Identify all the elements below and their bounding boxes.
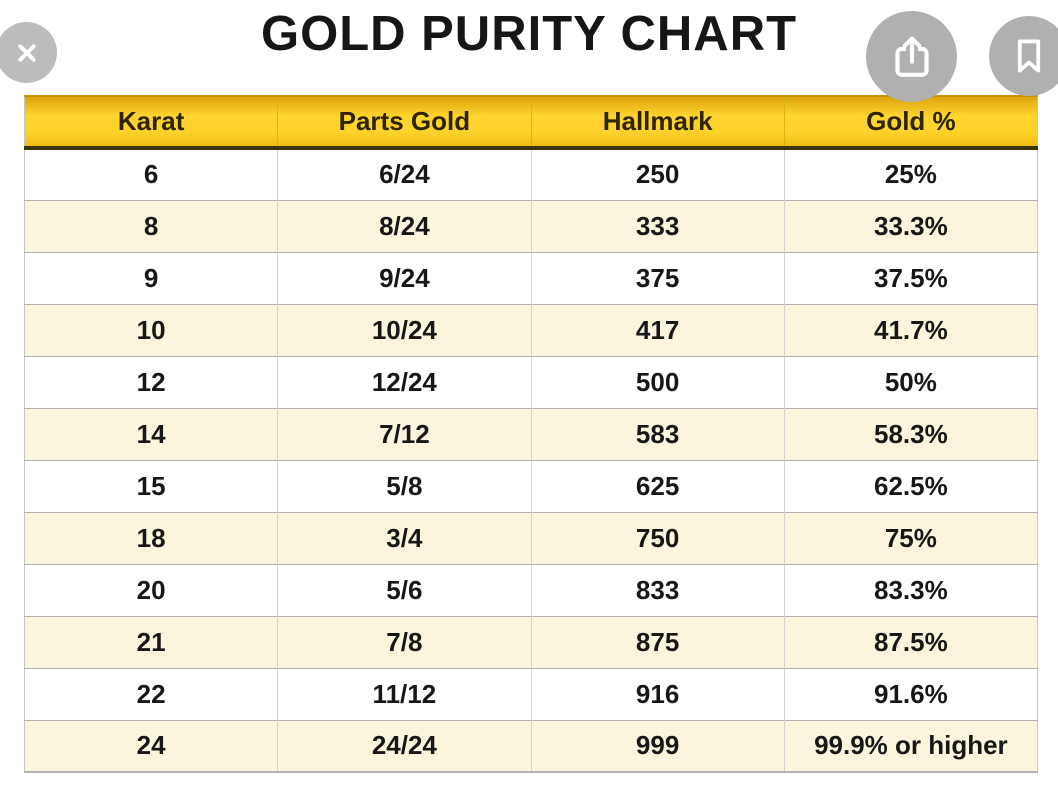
table-cell: 9/24 — [277, 251, 531, 304]
table-row: 6 6/24 250 25% — [24, 148, 1038, 200]
table-cell: 83.3% — [783, 563, 1038, 616]
table-cell: 50% — [783, 355, 1038, 408]
table-cell: 18 — [24, 511, 278, 564]
table-row: 9 9/24 375 37.5% — [24, 251, 1038, 304]
table-cell: 75% — [783, 511, 1038, 564]
table-row: 24 24/24 999 99.9% or higher — [24, 719, 1038, 772]
column-header: Hallmark — [530, 95, 785, 150]
table-cell: 333 — [530, 199, 785, 252]
table-cell: 750 — [530, 511, 785, 564]
column-header: Karat — [24, 95, 278, 150]
table-cell: 417 — [530, 303, 785, 356]
gold-purity-table: Karat Parts Gold Hallmark Gold % 6 6/24 250 25… — [24, 95, 1038, 773]
column-header: Parts Gold — [277, 95, 531, 150]
table-cell: 10 — [24, 303, 278, 356]
table-cell: 24 — [24, 719, 278, 772]
table-cell: 10/24 — [277, 303, 531, 356]
share-button[interactable] — [866, 11, 957, 102]
table-cell: 625 — [530, 459, 785, 512]
table-cell: 250 — [530, 148, 785, 200]
table-row: 15 5/8 625 62.5% — [24, 459, 1038, 512]
close-button[interactable] — [0, 22, 57, 83]
table-cell: 583 — [530, 407, 785, 460]
table-cell: 6 — [24, 148, 278, 200]
table-cell: 8 — [24, 199, 278, 252]
table-cell: 22 — [24, 667, 278, 720]
table-cell: 9 — [24, 251, 278, 304]
table-row: 10 10/24 417 41.7% — [24, 303, 1038, 356]
table-row: 18 3/4 750 75% — [24, 511, 1038, 564]
table-cell: 33.3% — [783, 199, 1038, 252]
share-icon — [894, 36, 929, 77]
table-row: 12 12/24 500 50% — [24, 355, 1038, 408]
table-cell: 11/12 — [277, 667, 531, 720]
table-row: 22 11/12 916 91.6% — [24, 667, 1038, 720]
table-cell: 21 — [24, 615, 278, 668]
table-cell: 25% — [783, 148, 1038, 200]
header-row: Karat Parts Gold Hallmark Gold % — [24, 95, 1038, 150]
table-cell: 24/24 — [277, 719, 531, 772]
table-cell: 8/24 — [277, 199, 531, 252]
table-cell: 875 — [530, 615, 785, 668]
table-cell: 833 — [530, 563, 785, 616]
table-row: 20 5/6 833 83.3% — [24, 563, 1038, 616]
table-cell: 7/8 — [277, 615, 531, 668]
table-cell: 12/24 — [277, 355, 531, 408]
table-cell: 87.5% — [783, 615, 1038, 668]
table-cell: 14 — [24, 407, 278, 460]
table-cell: 916 — [530, 667, 785, 720]
table-row: 8 8/24 333 33.3% — [24, 199, 1038, 252]
table-cell: 500 — [530, 355, 785, 408]
table-cell: 91.6% — [783, 667, 1038, 720]
table-cell: 3/4 — [277, 511, 531, 564]
close-icon — [17, 43, 36, 62]
table-cell: 62.5% — [783, 459, 1038, 512]
table-cell: 41.7% — [783, 303, 1038, 356]
table-cell: 12 — [24, 355, 278, 408]
table-cell: 5/6 — [277, 563, 531, 616]
table-cell: 999 — [530, 719, 785, 772]
table-cell: 58.3% — [783, 407, 1038, 460]
table-cell: 7/12 — [277, 407, 531, 460]
table-cell: 375 — [530, 251, 785, 304]
table-cell: 15 — [24, 459, 278, 512]
table-cell: 37.5% — [783, 251, 1038, 304]
column-header: Gold % — [783, 95, 1038, 150]
bookmark-icon — [1017, 39, 1041, 73]
page-title: GOLD PURITY CHART — [260, 7, 798, 61]
table-cell: 5/8 — [277, 459, 531, 512]
table-cell: 20 — [24, 563, 278, 616]
bookmark-button[interactable] — [989, 16, 1058, 96]
table-header: Karat Parts Gold Hallmark Gold % — [24, 95, 1038, 150]
table-row: 21 7/8 875 87.5% — [24, 615, 1038, 668]
table-body: 6 6/24 250 25% 8 8/24 333 33.3% 9 9/24 375 37.5% 10 1… — [24, 148, 1038, 772]
table-cell: 6/24 — [277, 148, 531, 200]
table-cell: 99.9% or higher — [783, 719, 1038, 772]
table-row: 14 7/12 583 58.3% — [24, 407, 1038, 460]
